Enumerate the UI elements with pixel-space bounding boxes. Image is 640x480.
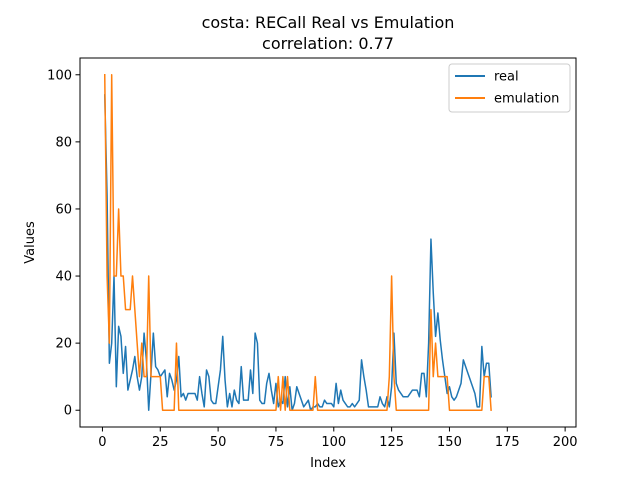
legend-label-emulation: emulation bbox=[494, 92, 559, 107]
y-tick-label: 40 bbox=[55, 270, 72, 285]
x-tick-label: 175 bbox=[495, 435, 520, 450]
x-tick-label: 200 bbox=[553, 435, 578, 450]
series-line-emulation bbox=[103, 74, 492, 412]
legend-label-real: real bbox=[494, 70, 519, 85]
x-tick-label: 150 bbox=[437, 435, 462, 450]
ticks-layer: 0 25 50 75 100 125 150 175 200 0 20 40 60 80 100 bbox=[47, 68, 577, 450]
x-tick-label: 50 bbox=[210, 435, 227, 450]
y-tick-label: 80 bbox=[55, 135, 72, 150]
x-tick-label: 125 bbox=[379, 435, 404, 450]
chart-title-line1: costa: RECall Real vs Emulation bbox=[202, 13, 455, 32]
plot-frame bbox=[79, 57, 577, 428]
x-tick-label: 0 bbox=[98, 435, 106, 450]
y-tick-label: 20 bbox=[55, 337, 72, 352]
series-line-real bbox=[103, 94, 492, 411]
x-tick-label: 25 bbox=[152, 435, 169, 450]
y-tick-label: 60 bbox=[55, 202, 72, 217]
legend: real emulation bbox=[448, 63, 571, 113]
series-layer bbox=[103, 74, 492, 412]
x-tick-label: 100 bbox=[321, 435, 346, 450]
y-axis-label: Values bbox=[23, 221, 38, 264]
chart-title-line2: correlation: 0.77 bbox=[262, 34, 394, 53]
y-tick-label: 0 bbox=[64, 404, 72, 419]
y-tick-label: 100 bbox=[47, 68, 72, 83]
x-axis-label: Index bbox=[310, 456, 346, 471]
x-tick-label: 75 bbox=[268, 435, 285, 450]
